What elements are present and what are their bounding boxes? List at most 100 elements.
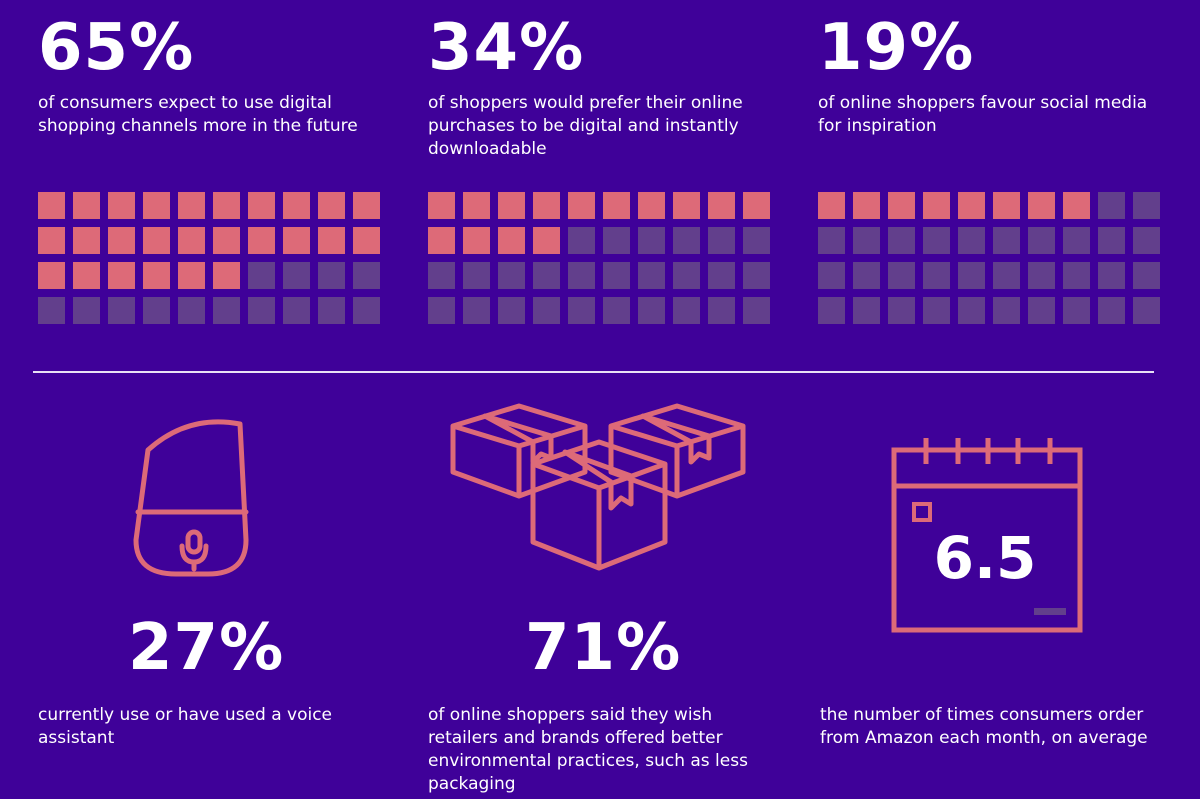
waffle-cell-empty (1133, 262, 1160, 289)
waffle-cell-empty (568, 227, 595, 254)
waffle-cell-filled (498, 227, 525, 254)
waffle-cell-empty (178, 297, 205, 324)
waffle-cell-filled (428, 192, 455, 219)
waffle-cell-empty (673, 227, 700, 254)
waffle-cell-empty (108, 297, 135, 324)
waffle-cell-empty (1133, 192, 1160, 219)
waffle-cell-filled (533, 227, 560, 254)
waffle-cell-filled (318, 227, 345, 254)
waffle-cell-empty (283, 297, 310, 324)
waffle-cell-filled (73, 227, 100, 254)
voice-assistant-caption: currently use or have used a voice assis… (38, 705, 333, 748)
waffle-cell-filled (673, 192, 700, 219)
waffle-cell-filled (993, 192, 1020, 219)
stat-value: 34% (428, 11, 585, 85)
waffle-cell-filled (743, 192, 770, 219)
waffle-cell-empty (1063, 262, 1090, 289)
waffle-cell-filled (1063, 192, 1090, 219)
voice-assistant-value: 27% (128, 611, 285, 685)
waffle-cell-filled (213, 227, 240, 254)
waffle-cell-empty (1028, 297, 1055, 324)
waffle-cell-empty (673, 262, 700, 289)
waffle-cell-empty (673, 297, 700, 324)
waffle-cell-filled (108, 192, 135, 219)
waffle-cell-empty (498, 262, 525, 289)
waffle-cell-filled (73, 262, 100, 289)
stat-value: 19% (818, 11, 975, 85)
stat-caption: of shoppers would prefer their online pu… (428, 93, 743, 159)
waffle-cell-empty (818, 262, 845, 289)
waffle-cell-empty (38, 297, 65, 324)
waffle-cell-filled (708, 192, 735, 219)
waffle-cell-filled (248, 192, 275, 219)
waffle-cell-empty (743, 227, 770, 254)
stat-caption: of consumers expect to use digital shopp… (38, 93, 358, 136)
waffle-cell-empty (1098, 227, 1125, 254)
waffle-cell-empty (888, 227, 915, 254)
waffle-cell-empty (853, 262, 880, 289)
waffle-cell-empty (888, 297, 915, 324)
waffle-cell-empty (533, 262, 560, 289)
waffle-cell-filled (143, 227, 170, 254)
waffle-grid (428, 192, 770, 324)
waffle-grid (818, 192, 1160, 324)
waffle-cell-filled (38, 227, 65, 254)
waffle-cell-empty (283, 262, 310, 289)
waffle-cell-empty (353, 262, 380, 289)
waffle-cell-filled (213, 262, 240, 289)
waffle-cell-empty (958, 297, 985, 324)
waffle-cell-empty (993, 297, 1020, 324)
waffle-cell-empty (743, 262, 770, 289)
waffle-cell-filled (818, 192, 845, 219)
waffle-cell-filled (1028, 192, 1055, 219)
waffle-cell-empty (708, 227, 735, 254)
waffle-cell-empty (853, 297, 880, 324)
waffle-cell-filled (178, 192, 205, 219)
waffle-cell-filled (923, 192, 950, 219)
waffle-cell-empty (1133, 297, 1160, 324)
waffle-cell-filled (213, 192, 240, 219)
waffle-cell-empty (353, 297, 380, 324)
waffle-grid (38, 192, 380, 324)
waffle-cell-filled (353, 227, 380, 254)
waffle-cell-filled (178, 227, 205, 254)
waffle-cell-empty (958, 262, 985, 289)
stat-value: 65% (38, 11, 195, 85)
waffle-cell-filled (498, 192, 525, 219)
waffle-cell-empty (498, 297, 525, 324)
waffle-cell-empty (743, 297, 770, 324)
waffle-cell-empty (1028, 262, 1055, 289)
waffle-cell-empty (818, 297, 845, 324)
waffle-cell-empty (213, 297, 240, 324)
waffle-cell-empty (888, 262, 915, 289)
calendar-value: 6.5 (933, 524, 1037, 592)
waffle-cell-empty (923, 297, 950, 324)
waffle-cell-empty (318, 297, 345, 324)
waffle-cell-empty (603, 227, 630, 254)
boxes-icon (450, 403, 746, 571)
waffle-cell-filled (248, 227, 275, 254)
waffle-cell-empty (638, 227, 665, 254)
waffle-cell-empty (1098, 262, 1125, 289)
waffle-cell-filled (318, 192, 345, 219)
waffle-cell-empty (603, 297, 630, 324)
waffle-cell-filled (108, 262, 135, 289)
waffle-cell-empty (143, 297, 170, 324)
waffle-cell-filled (428, 227, 455, 254)
waffle-cell-filled (283, 227, 310, 254)
section-divider (33, 371, 1154, 373)
waffle-cell-empty (1098, 192, 1125, 219)
waffle-cell-empty (568, 297, 595, 324)
waffle-cell-empty (853, 227, 880, 254)
waffle-cell-filled (603, 192, 630, 219)
waffle-cell-filled (38, 262, 65, 289)
waffle-cell-filled (463, 192, 490, 219)
waffle-cell-empty (1063, 227, 1090, 254)
waffle-cell-filled (178, 262, 205, 289)
waffle-cell-empty (603, 262, 630, 289)
waffle-cell-filled (533, 192, 560, 219)
waffle-cell-empty (1098, 297, 1125, 324)
waffle-cell-empty (1028, 227, 1055, 254)
waffle-cell-empty (708, 297, 735, 324)
waffle-cell-filled (353, 192, 380, 219)
